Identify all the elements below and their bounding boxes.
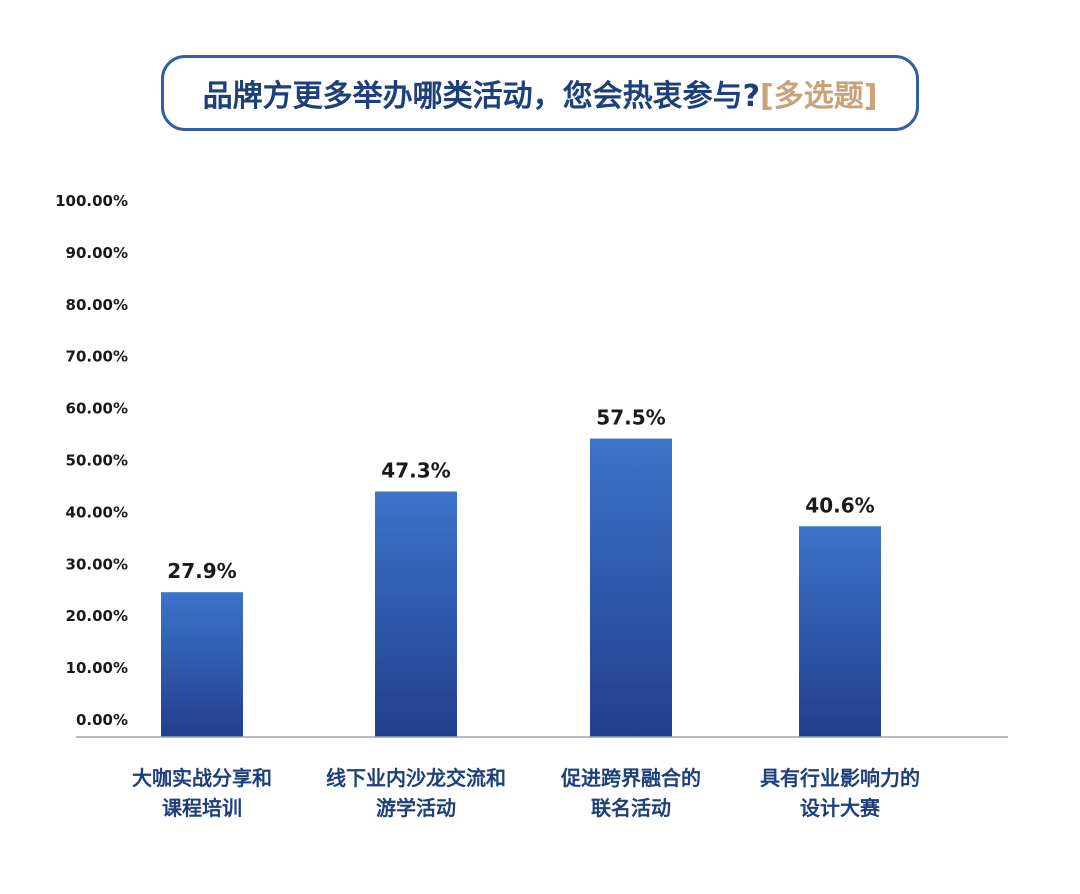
x-category-label: 游学活动 (376, 796, 456, 820)
x-category-label: 线下业内沙龙交流和 (326, 766, 506, 790)
bar-value-label: 57.5% (596, 406, 665, 430)
y-tick-label: 90.00% (66, 244, 128, 262)
y-tick-label: 0.00% (76, 711, 128, 729)
chart-title: 品牌方更多举办哪类活动，您会热衷参与? [多选题] (161, 55, 919, 131)
chart-title-text: 品牌方更多举办哪类活动，您会热衷参与? (202, 79, 760, 114)
x-category-label: 大咖实战分享和 (132, 766, 272, 790)
y-tick-label: 20.00% (66, 607, 128, 625)
x-category-label: 设计大赛 (800, 796, 881, 820)
bar (799, 526, 881, 737)
bar-value-label: 47.3% (381, 459, 450, 483)
y-tick-label: 80.00% (66, 296, 128, 314)
y-tick-label: 70.00% (66, 348, 128, 366)
y-tick-label: 100.00% (55, 192, 128, 210)
y-tick-label: 30.00% (66, 555, 128, 573)
bar-value-label: 27.9% (167, 559, 236, 583)
x-category-label: 课程培训 (162, 796, 242, 820)
bar (375, 491, 457, 737)
bar-value-label: 40.6% (805, 493, 874, 517)
y-axis: 0.00% 10.00% 20.00% 30.00% 40.00% 50.00% 60.00… (55, 192, 128, 729)
y-tick-label: 40.00% (66, 503, 128, 521)
x-category-label: 促进跨界融合的 (560, 766, 701, 790)
x-category-label: 联名活动 (591, 796, 671, 820)
bar (161, 592, 243, 737)
x-category-label: 具有行业影响力的 (760, 766, 920, 790)
bar-series: 27.9% 47.3% 57.5% 40.6% (161, 406, 881, 737)
bar (590, 438, 672, 737)
y-tick-label: 60.00% (66, 400, 128, 418)
y-tick-label: 50.00% (66, 452, 128, 470)
chart-title-tag: [多选题] (759, 79, 878, 114)
y-tick-label: 10.00% (66, 659, 128, 677)
